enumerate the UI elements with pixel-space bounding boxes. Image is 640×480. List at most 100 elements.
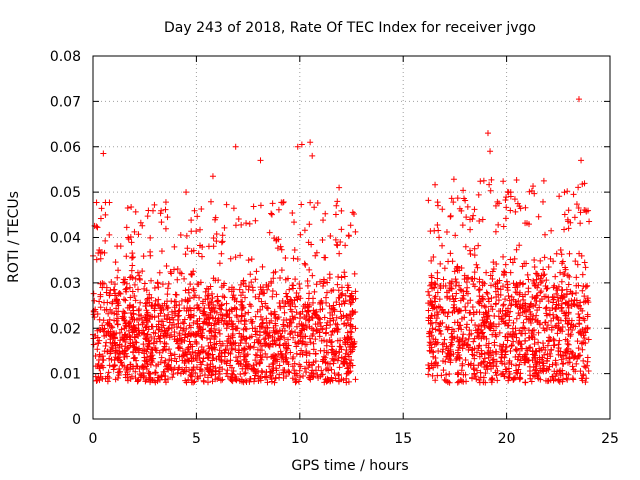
data-point — [268, 280, 275, 287]
data-point — [285, 368, 292, 375]
data-point — [345, 378, 352, 385]
data-point — [501, 354, 508, 361]
data-point — [280, 374, 287, 381]
data-point — [224, 358, 231, 365]
data-point — [101, 306, 108, 313]
data-point — [578, 340, 585, 347]
data-point — [572, 258, 579, 265]
data-point — [491, 342, 498, 349]
data-point — [193, 356, 200, 363]
data-point — [343, 313, 350, 320]
data-point — [241, 353, 248, 360]
data-point — [574, 338, 581, 345]
data-point — [512, 208, 519, 215]
data-point — [561, 310, 568, 317]
data-point — [320, 276, 327, 283]
data-point — [195, 350, 202, 357]
data-point — [143, 365, 150, 372]
data-point — [186, 322, 193, 329]
data-point — [337, 343, 344, 350]
data-point — [220, 321, 227, 328]
data-point — [555, 283, 562, 290]
data-point — [292, 276, 299, 283]
data-point — [153, 338, 160, 345]
data-point — [557, 372, 564, 379]
data-point — [209, 294, 216, 301]
data-point — [352, 295, 359, 302]
data-point — [575, 184, 582, 191]
chart-title: Day 243 of 2018, Rate Of TEC Index for r… — [164, 20, 536, 36]
data-point — [296, 281, 303, 288]
data-point — [537, 289, 544, 296]
data-point — [277, 243, 284, 250]
data-point — [479, 317, 486, 324]
data-point — [313, 308, 320, 315]
data-point — [298, 141, 305, 148]
data-point — [525, 327, 532, 334]
data-point — [579, 287, 586, 294]
data-point — [269, 361, 276, 368]
data-point — [294, 255, 301, 262]
data-point — [473, 261, 480, 268]
data-point — [330, 286, 337, 293]
data-point — [432, 326, 439, 333]
data-point — [274, 358, 281, 365]
data-point — [341, 269, 348, 276]
data-point — [204, 292, 211, 299]
data-point — [496, 342, 503, 349]
data-point — [445, 309, 452, 316]
data-point — [454, 369, 461, 376]
data-point — [573, 290, 580, 297]
data-point — [124, 364, 131, 371]
data-point — [217, 377, 224, 384]
data-point — [202, 288, 209, 295]
data-point — [500, 253, 507, 260]
data-point — [434, 269, 441, 276]
data-point — [538, 288, 545, 295]
data-point — [570, 322, 577, 329]
data-point — [347, 343, 354, 350]
data-point — [297, 374, 304, 381]
data-point — [120, 353, 127, 360]
data-point — [442, 310, 449, 317]
data-point — [266, 343, 273, 350]
data-point — [164, 285, 171, 292]
data-point — [319, 282, 326, 289]
data-point — [159, 281, 166, 288]
data-point — [565, 281, 572, 288]
data-point — [129, 339, 136, 346]
data-point — [278, 333, 285, 340]
data-point — [233, 312, 240, 319]
data-point — [483, 269, 490, 276]
data-point — [525, 357, 532, 364]
data-point — [466, 327, 473, 334]
data-point — [428, 299, 435, 306]
data-point — [197, 226, 204, 233]
data-point — [573, 274, 580, 281]
data-point — [144, 213, 151, 220]
data-point — [90, 341, 97, 348]
data-point — [518, 341, 525, 348]
data-point — [495, 297, 502, 304]
data-point — [466, 247, 473, 254]
data-point — [539, 360, 546, 367]
data-point — [341, 355, 348, 362]
data-point — [570, 191, 577, 198]
data-point — [200, 355, 207, 362]
data-point — [577, 368, 584, 375]
data-point — [510, 328, 517, 335]
data-point — [224, 342, 231, 349]
data-point — [471, 355, 478, 362]
data-point — [569, 327, 576, 334]
data-point — [147, 361, 154, 368]
data-point — [561, 226, 568, 233]
data-point — [332, 320, 339, 327]
data-point — [459, 222, 466, 229]
data-point — [347, 222, 354, 229]
data-point — [561, 189, 568, 196]
data-point — [290, 255, 297, 262]
data-point — [281, 309, 288, 316]
data-point — [112, 259, 119, 266]
data-point — [221, 224, 228, 231]
data-point — [492, 288, 499, 295]
